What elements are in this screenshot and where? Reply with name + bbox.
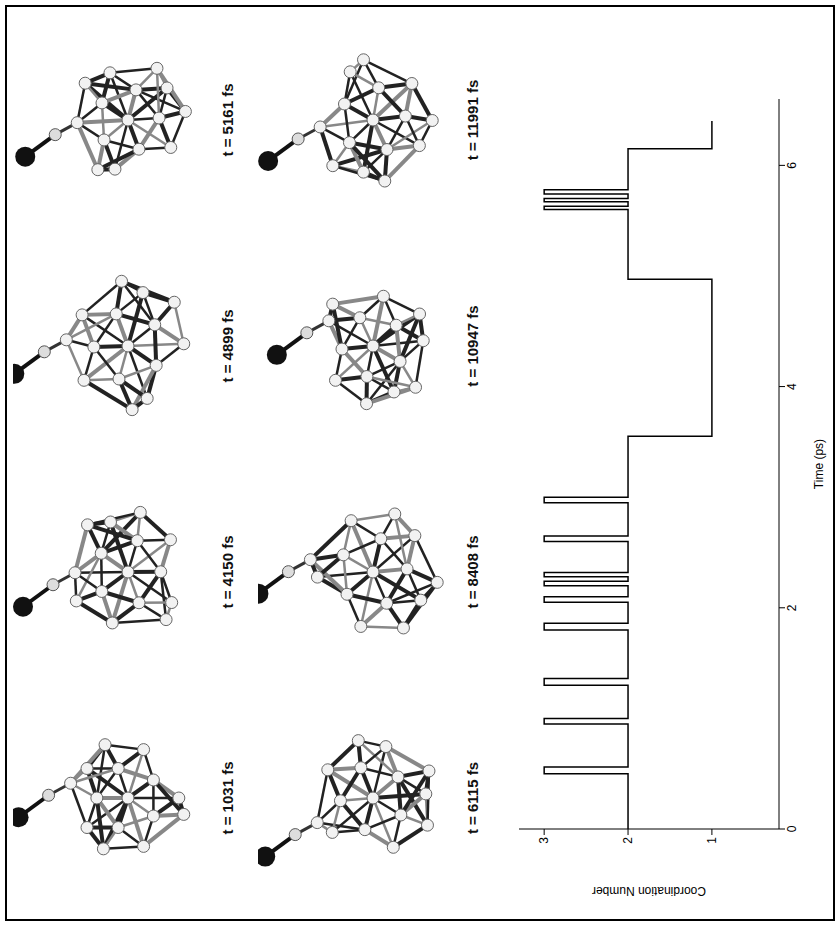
html-text:t = 4899 fs: t = 4899 fs xyxy=(219,309,236,383)
html-text:t = 5161 fs: t = 5161 fs xyxy=(219,83,236,157)
html-text:t = 11991 fs: t = 11991 fs xyxy=(464,79,481,161)
svg-text:3: 3 xyxy=(537,837,551,844)
html-text:t = 4150 fs: t = 4150 fs xyxy=(219,535,236,609)
svg-text:Time (ps): Time (ps) xyxy=(812,439,826,489)
svg-text:6: 6 xyxy=(785,162,799,169)
svg-text:2: 2 xyxy=(621,837,635,844)
svg-text:4: 4 xyxy=(785,383,799,390)
svg-text:1: 1 xyxy=(705,837,719,844)
svg-text:2: 2 xyxy=(785,604,799,611)
html-text:t = 8408 fs: t = 8408 fs xyxy=(464,535,481,609)
html-text:t = 10947 fs: t = 10947 fs xyxy=(464,305,481,387)
html-text:t = 1031 fs: t = 1031 fs xyxy=(219,761,236,835)
svg-text:Coordination Number: Coordination Number xyxy=(592,884,706,898)
svg-text:0: 0 xyxy=(785,825,799,832)
html-text:t = 6115 fs: t = 6115 fs xyxy=(464,761,481,835)
